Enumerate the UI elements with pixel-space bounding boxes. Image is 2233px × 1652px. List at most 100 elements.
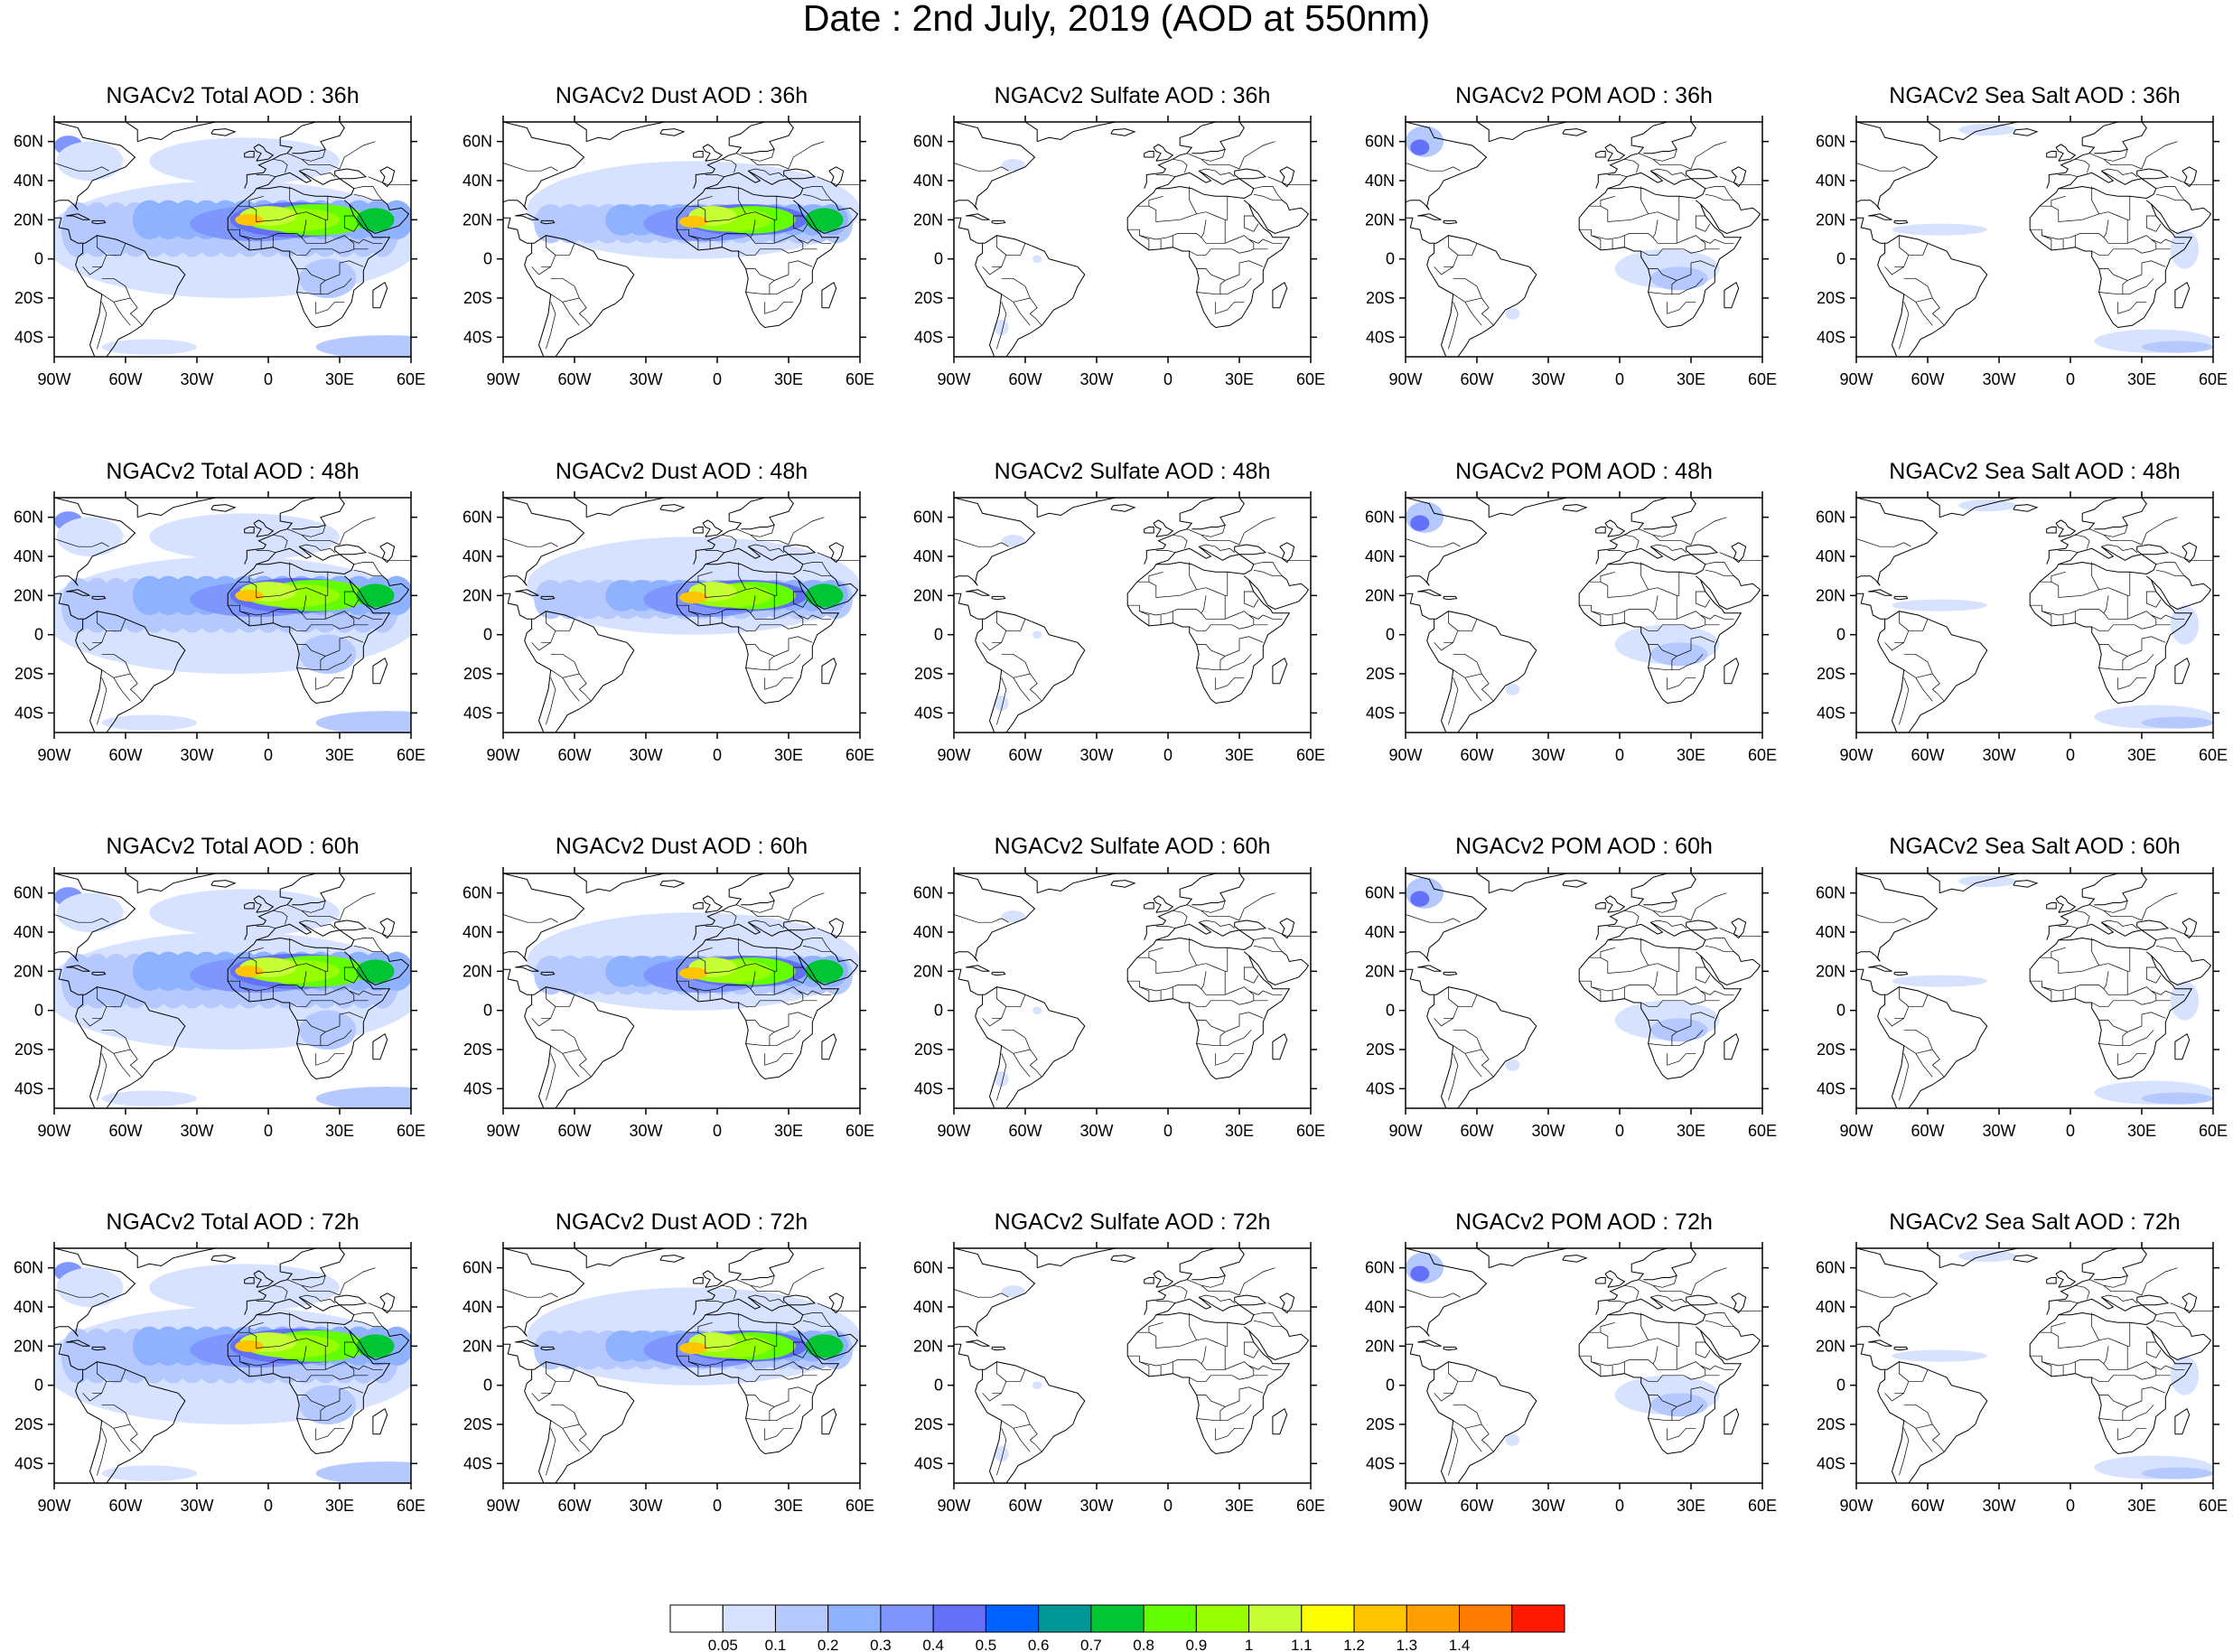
- coastline: [2151, 200, 2212, 235]
- lon-tick-label: 60E: [1296, 1497, 1325, 1515]
- coastline: [503, 1343, 535, 1370]
- country-border: [503, 914, 558, 923]
- lat-tick-label: 40S: [1817, 704, 1845, 722]
- lon-tick-label: 60W: [1460, 370, 1493, 388]
- coastline: [1126, 1311, 1291, 1455]
- country-border: [1136, 571, 1163, 583]
- country-border: [802, 562, 832, 576]
- coastline: [702, 1270, 724, 1288]
- country-border: [686, 1321, 713, 1333]
- country-border: [273, 910, 288, 925]
- lon-tick-label: 30W: [1982, 746, 2015, 764]
- lon-tick-label: 60W: [557, 1497, 591, 1515]
- coastline: [503, 593, 535, 620]
- coastline: [2046, 902, 2057, 910]
- country-border: [1013, 677, 1031, 702]
- coastline: [693, 902, 704, 910]
- lon-tick-label: 60W: [1008, 746, 1042, 764]
- coastline: [210, 880, 237, 888]
- country-border: [239, 1361, 250, 1377]
- country-border: [1225, 986, 1255, 1001]
- coastline: [1406, 217, 1437, 244]
- country-border: [228, 604, 303, 616]
- aod-contour: [299, 1385, 357, 1424]
- coastline: [125, 122, 217, 143]
- country-border: [320, 1031, 326, 1046]
- coastline: [1595, 527, 1606, 534]
- coastline: [798, 200, 859, 235]
- country-border: [738, 186, 746, 214]
- country-border: [1899, 1361, 1910, 1382]
- country-border: [688, 235, 699, 250]
- country-border: [1030, 689, 1042, 702]
- country-border: [705, 1301, 724, 1304]
- map-panel-sulfate-48h: 90W 60W 30W 0 30E 60E 60N 40N 20N 0 20S 40S NGACv2 S…: [913, 459, 1325, 764]
- country-border: [1453, 1404, 1482, 1425]
- coastline: [1144, 873, 1245, 940]
- coastline: [705, 1296, 804, 1321]
- coastline: [1024, 873, 1116, 894]
- coastline: [1607, 1296, 1706, 1321]
- country-border: [562, 1053, 580, 1078]
- country-border: [237, 571, 264, 583]
- lat-tick-label: 40S: [14, 704, 43, 722]
- coastline: [1578, 185, 1742, 329]
- lon-tick-label: 30E: [1677, 1122, 1705, 1140]
- country-border: [2155, 938, 2185, 952]
- lon-tick-label: 60E: [1748, 1122, 1777, 1140]
- country-border: [1903, 277, 1933, 299]
- coastline: [334, 168, 368, 180]
- map-frame: [53, 873, 412, 1109]
- country-border: [97, 235, 107, 256]
- country-border: [764, 301, 794, 314]
- country-border: [2039, 571, 2066, 583]
- country-border: [2091, 1312, 2099, 1340]
- lon-tick-label: 90W: [1388, 746, 1422, 764]
- aod-contour: [1410, 515, 1430, 531]
- coastline: [515, 213, 539, 220]
- country-border: [1155, 926, 1175, 929]
- coastline: [1144, 498, 1245, 565]
- country-border: [1406, 1289, 1461, 1298]
- lon-tick-label: 30W: [1531, 1122, 1565, 1140]
- coastline: [991, 971, 1006, 976]
- lon-tick-label: 60E: [1748, 370, 1777, 388]
- country-border: [992, 994, 1026, 1019]
- country-border: [802, 193, 832, 201]
- country-border: [562, 677, 580, 702]
- coastline: [54, 873, 136, 962]
- country-border: [1932, 1440, 1945, 1452]
- coastline: [783, 1294, 817, 1306]
- coastline: [1144, 902, 1154, 910]
- lon-tick-label: 30E: [1225, 1122, 1254, 1140]
- country-border: [996, 1053, 1007, 1101]
- coastline: [372, 657, 388, 685]
- country-border: [1444, 243, 1478, 267]
- country-border: [1705, 562, 1734, 576]
- country-border: [738, 562, 746, 590]
- lon-tick-label: 30E: [325, 1122, 354, 1140]
- lat-tick-label: 60N: [1365, 509, 1395, 527]
- coastline: [1856, 1343, 1888, 1370]
- lat-tick-label: 60N: [462, 133, 492, 151]
- panel-title: NGACv2 Dust AOD : 72h: [556, 1209, 808, 1235]
- coastline: [1562, 128, 1588, 136]
- coastline: [798, 575, 859, 611]
- country-border: [92, 1369, 126, 1394]
- lat-tick-label: 40S: [1366, 328, 1395, 346]
- coastline: [2013, 128, 2039, 136]
- map-frame: [953, 497, 1312, 733]
- country-border: [353, 1320, 383, 1328]
- coastline: [515, 1339, 539, 1347]
- coastline: [2136, 919, 2170, 931]
- lat-tick-label: 60N: [1365, 133, 1395, 151]
- coastline: [1927, 122, 2019, 143]
- country-border: [2103, 534, 2143, 546]
- lon-tick-label: 0: [713, 1122, 722, 1140]
- lon-tick-label: 60W: [1911, 370, 1944, 388]
- country-border: [1932, 313, 1945, 326]
- country-border: [286, 1275, 326, 1288]
- country-border: [1406, 914, 1461, 923]
- lat-tick-label: 0: [934, 1002, 943, 1020]
- country-border: [1705, 186, 1734, 201]
